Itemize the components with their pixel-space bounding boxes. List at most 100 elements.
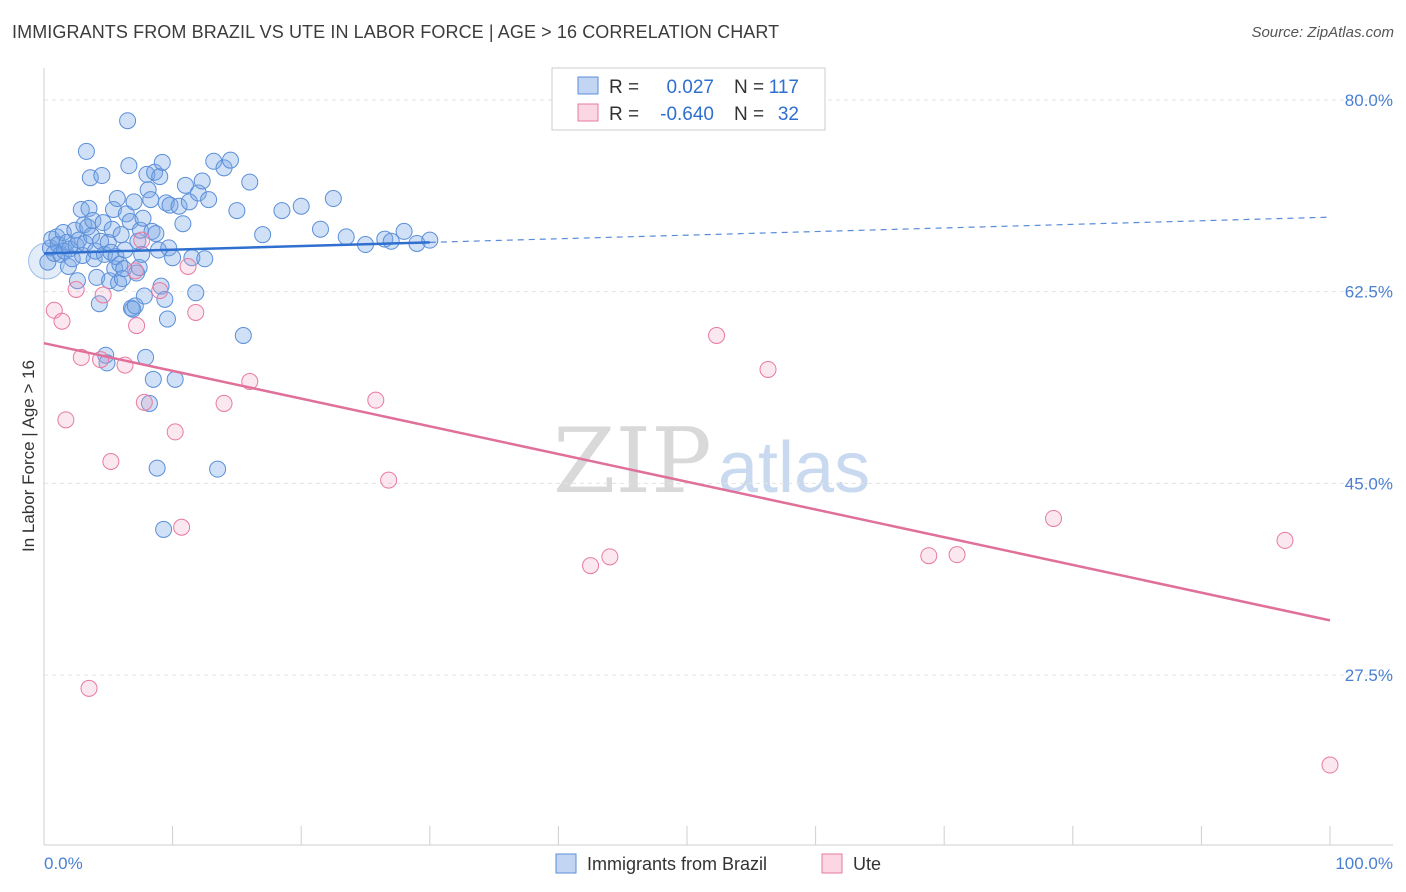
data-point-brazil <box>180 193 198 211</box>
data-point-brazil <box>103 220 121 238</box>
data-point-brazil <box>108 190 126 208</box>
data-point-brazil <box>187 284 205 302</box>
data-point-brazil <box>88 268 106 286</box>
y-tick-label: 45.0% <box>1345 474 1393 493</box>
watermark-atlas: atlas <box>718 428 870 508</box>
data-point-brazil <box>134 209 152 227</box>
data-point-ute <box>94 286 112 304</box>
stats-legend: R = 0.027 N = 117 R = -0.640 N = 32 <box>551 67 826 131</box>
data-point-brazil <box>135 287 153 305</box>
legend-r-value-pink: -0.640 <box>660 104 714 125</box>
data-point-brazil <box>153 153 171 171</box>
data-point-brazil <box>144 370 162 388</box>
data-point-brazil <box>176 176 194 194</box>
data-point-ute <box>133 231 151 249</box>
data-point-ute <box>187 303 205 321</box>
data-point-brazil <box>139 181 157 199</box>
y-axis-label: In Labor Force | Age > 16 <box>19 360 38 552</box>
data-point-brazil <box>421 231 439 249</box>
data-point-brazil <box>158 310 176 328</box>
data-point-brazil <box>142 191 160 209</box>
data-point-ute <box>128 317 146 335</box>
series-ute <box>45 231 1339 774</box>
data-point-brazil <box>68 272 86 290</box>
y-tick-label: 80.0% <box>1345 91 1393 110</box>
data-point-brazil <box>104 200 122 218</box>
data-point-ute <box>179 257 197 275</box>
trend-line-brazil-extrapolated <box>429 216 1331 243</box>
data-point-brazil <box>155 520 173 538</box>
bottom-legend-swatch-blue <box>555 853 577 874</box>
data-point-ute <box>135 393 153 411</box>
data-point-brazil <box>151 168 169 186</box>
data-point-brazil <box>254 226 272 244</box>
x-tick-label-max: 100.0% <box>1335 854 1393 873</box>
data-point-ute <box>920 547 938 565</box>
data-point-brazil <box>94 214 112 232</box>
data-point-brazil <box>117 205 135 223</box>
data-point-brazil <box>160 239 178 257</box>
data-point-ute <box>1276 531 1294 549</box>
data-point-ute <box>102 453 120 470</box>
legend-r-value-blue: 0.027 <box>666 77 714 98</box>
data-point-ute <box>53 312 71 330</box>
data-point-ute <box>72 348 90 366</box>
watermark-zip: ZIP <box>553 409 712 514</box>
data-point-brazil <box>193 172 211 190</box>
data-point-brazil <box>90 295 108 313</box>
legend-r-label-pink: R = <box>609 104 639 125</box>
data-point-ute <box>57 411 75 429</box>
data-point-ute <box>173 518 191 536</box>
data-point-brazil <box>241 173 259 191</box>
y-tick-label: 62.5% <box>1345 283 1393 302</box>
data-point-brazil <box>292 197 310 215</box>
data-point-ute <box>151 282 169 300</box>
data-point-brazil <box>174 215 192 233</box>
bottom-legend-label-pink: Ute <box>853 854 881 874</box>
legend-n-label-blue: N = <box>734 77 764 98</box>
data-point-brazil <box>311 220 329 238</box>
y-tick-labels: 27.5% 45.0% 62.5% 80.0% <box>1345 91 1393 685</box>
bottom-legend-swatch-pink <box>821 853 843 874</box>
data-point-ute <box>708 326 726 344</box>
x-tick-label-min: 0.0% <box>44 854 83 873</box>
data-point-ute <box>80 679 98 697</box>
data-point-brazil <box>161 196 179 214</box>
y-tick-label: 27.5% <box>1345 666 1393 685</box>
data-point-brazil <box>124 300 142 318</box>
chart-title: IMMIGRANTS FROM BRAZIL VS UTE IN LABOR F… <box>12 22 780 42</box>
data-point-brazil <box>59 257 77 275</box>
legend-r-label-blue: R = <box>609 77 639 98</box>
data-point-brazil <box>66 221 84 239</box>
data-point-brazil <box>170 197 188 215</box>
data-point-brazil <box>324 190 342 208</box>
data-point-brazil <box>93 167 111 185</box>
data-point-ute <box>948 546 966 564</box>
data-point-ute <box>367 391 385 409</box>
legend-n-value-blue: 117 <box>769 77 799 98</box>
data-point-brazil <box>77 142 95 160</box>
data-point-ute <box>380 471 398 489</box>
data-point-ute <box>1321 756 1339 774</box>
data-point-ute <box>601 548 619 566</box>
data-point-brazil <box>119 112 137 130</box>
legend-n-value-pink: 32 <box>778 104 799 125</box>
legend-swatch-pink <box>577 103 599 122</box>
data-point-brazil <box>140 394 158 412</box>
data-point-ute <box>126 262 144 280</box>
data-point-brazil <box>200 191 218 209</box>
series-immigrants-from-brazil <box>28 112 439 538</box>
data-point-brazil <box>148 459 166 477</box>
legend-swatch-blue <box>577 76 599 95</box>
data-point-brazil <box>125 193 143 211</box>
data-point-ute <box>215 394 233 412</box>
data-point-brazil <box>221 151 239 169</box>
data-point-ute <box>1045 509 1063 527</box>
data-point-brazil <box>84 211 102 229</box>
data-point-brazil <box>133 245 151 263</box>
data-point-ute <box>166 423 184 441</box>
data-point-brazil <box>273 202 291 220</box>
series-legend: Immigrants from Brazil Ute <box>555 853 881 874</box>
data-point-brazil <box>120 157 138 175</box>
